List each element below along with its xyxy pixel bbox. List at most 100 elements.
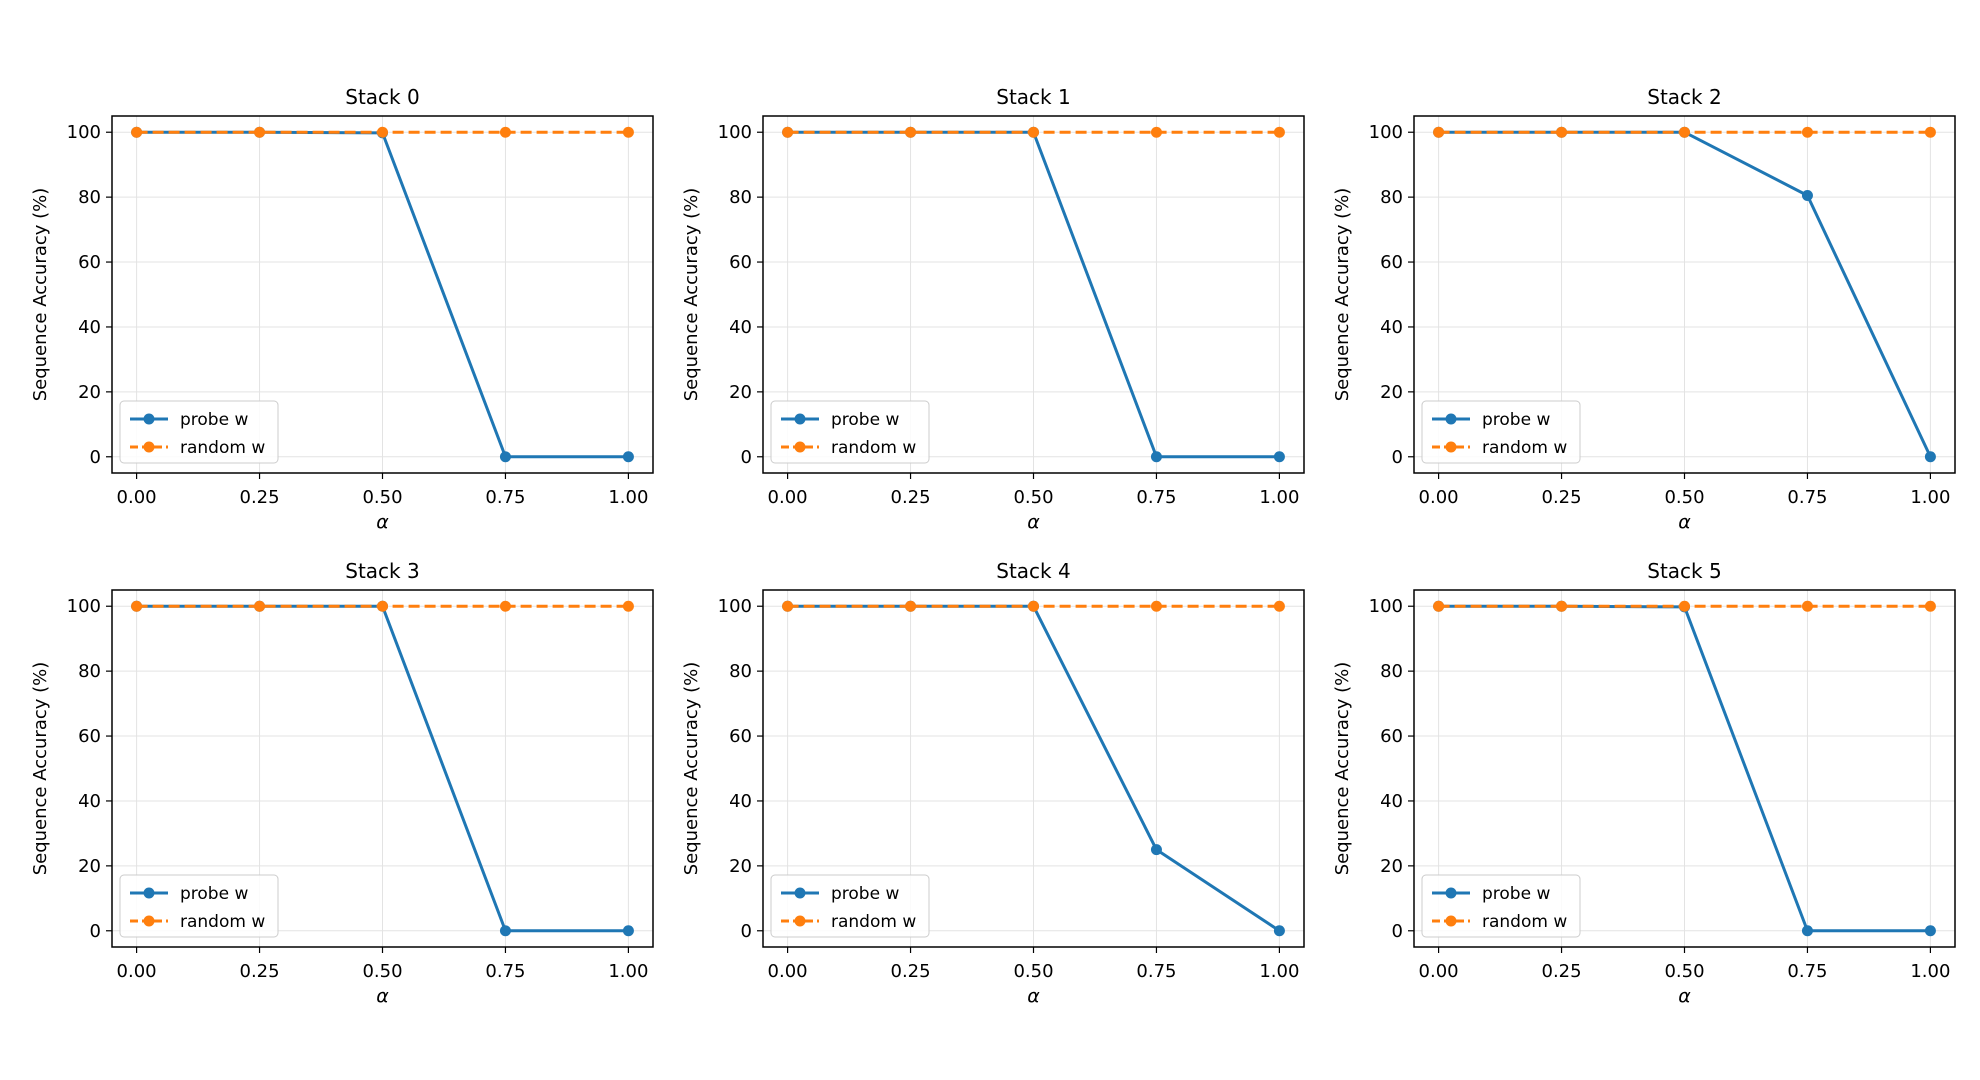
legend-swatch-marker xyxy=(794,441,806,453)
data-point xyxy=(1924,600,1936,612)
x-tick-label: 0.00 xyxy=(117,961,157,982)
legend-swatch-marker xyxy=(1445,441,1457,453)
y-tick-label: 20 xyxy=(78,856,101,877)
subplot-5: Stack 5 0.00 0.25 0.50 0.75 1.00 0 20 40 60 80 100 α… xyxy=(1332,559,1956,1007)
legend-label: random w xyxy=(1482,438,1567,458)
x-tick-label: 0.50 xyxy=(362,961,402,982)
x-tick-label: 0.75 xyxy=(485,487,525,508)
x-tick-label: 0.00 xyxy=(768,961,808,982)
y-tick-label: 20 xyxy=(1380,382,1403,403)
x-axis-label: α xyxy=(1027,511,1040,533)
subplot-3: Stack 3 0.00 0.25 0.50 0.75 1.00 0 20 40 60 80 100 α… xyxy=(30,559,654,1007)
legend-swatch-marker xyxy=(794,413,806,425)
x-tick-label: 0.75 xyxy=(1136,487,1176,508)
data-point xyxy=(1273,600,1285,612)
legend-swatch-marker xyxy=(143,413,155,425)
data-point xyxy=(782,600,794,612)
y-tick-label: 80 xyxy=(1380,661,1403,682)
y-tick-label: 40 xyxy=(78,317,101,338)
x-tick-label: 1.00 xyxy=(1259,961,1299,982)
x-tick-label: 0.25 xyxy=(891,961,931,982)
y-tick-label: 60 xyxy=(1380,252,1403,273)
legend-label: probe w xyxy=(831,884,899,904)
y-tick-label: 60 xyxy=(1380,726,1403,747)
data-point xyxy=(499,600,511,612)
y-tick-label: 100 xyxy=(1369,596,1403,617)
legend-swatch-marker xyxy=(1445,915,1457,927)
y-tick-label: 0 xyxy=(1392,447,1403,468)
legend-swatch-marker xyxy=(794,887,806,899)
x-tick-label: 0.25 xyxy=(1542,487,1582,508)
subplot-title: Stack 1 xyxy=(996,85,1070,109)
data-point xyxy=(499,126,511,138)
legend-label: probe w xyxy=(180,410,248,430)
y-tick-label: 100 xyxy=(1369,122,1403,143)
data-point xyxy=(1924,126,1936,138)
y-tick-label: 40 xyxy=(729,317,752,338)
legend-label: probe w xyxy=(1482,884,1550,904)
x-tick-label: 0.25 xyxy=(1542,961,1582,982)
subplot-1: Stack 1 0.00 0.25 0.50 0.75 1.00 0 20 40 60 80 100 α… xyxy=(681,85,1305,533)
x-tick-label: 0.00 xyxy=(768,487,808,508)
x-tick-label: 0.75 xyxy=(1787,487,1827,508)
legend-swatch-marker xyxy=(143,441,155,453)
data-point xyxy=(1273,451,1285,463)
data-point xyxy=(1801,126,1813,138)
x-tick-label: 0.75 xyxy=(1787,961,1827,982)
data-point xyxy=(1556,600,1568,612)
data-point xyxy=(905,600,917,612)
data-point xyxy=(1433,600,1445,612)
subplot-title: Stack 0 xyxy=(345,85,419,109)
y-tick-label: 100 xyxy=(718,122,752,143)
y-axis-label: Sequence Accuracy (%) xyxy=(1332,188,1353,402)
x-tick-label: 1.00 xyxy=(608,961,648,982)
y-tick-label: 0 xyxy=(741,921,752,942)
x-tick-label: 1.00 xyxy=(608,487,648,508)
data-point xyxy=(1028,600,1039,612)
y-tick-label: 60 xyxy=(78,726,101,747)
data-point xyxy=(1028,126,1039,138)
legend-label: probe w xyxy=(180,884,248,904)
data-point xyxy=(1150,600,1162,612)
x-tick-label: 0.75 xyxy=(1136,961,1176,982)
x-tick-label: 1.00 xyxy=(1259,487,1299,508)
y-tick-label: 40 xyxy=(1380,791,1403,812)
legend-swatch-marker xyxy=(794,915,806,927)
data-point xyxy=(1150,126,1162,138)
legend-label: random w xyxy=(1482,912,1567,932)
data-point xyxy=(1924,451,1936,463)
legend-label: probe w xyxy=(831,410,899,430)
data-point xyxy=(1273,126,1285,138)
y-tick-label: 40 xyxy=(1380,317,1403,338)
subplot-title: Stack 5 xyxy=(1647,559,1721,583)
data-point xyxy=(377,600,388,612)
plot-frame xyxy=(111,589,654,948)
plot-frame xyxy=(1413,115,1956,474)
data-point xyxy=(1150,844,1162,856)
x-tick-label: 0.50 xyxy=(1013,487,1053,508)
data-point xyxy=(1801,925,1813,937)
legend-label: probe w xyxy=(1482,410,1550,430)
data-point xyxy=(1433,126,1445,138)
x-tick-label: 0.50 xyxy=(1664,487,1704,508)
data-point xyxy=(499,451,511,463)
y-tick-label: 80 xyxy=(729,187,752,208)
y-tick-label: 40 xyxy=(78,791,101,812)
data-point xyxy=(499,925,511,937)
y-axis-label: Sequence Accuracy (%) xyxy=(681,662,702,876)
y-tick-label: 0 xyxy=(90,447,101,468)
y-tick-label: 60 xyxy=(78,252,101,273)
data-point xyxy=(1924,925,1936,937)
plot-frame xyxy=(1413,589,1956,948)
x-tick-label: 0.50 xyxy=(362,487,402,508)
legend-label: random w xyxy=(831,912,916,932)
data-point xyxy=(782,126,794,138)
y-axis-label: Sequence Accuracy (%) xyxy=(1332,662,1353,876)
y-tick-label: 20 xyxy=(1380,856,1403,877)
x-tick-label: 0.25 xyxy=(240,487,280,508)
y-tick-label: 80 xyxy=(1380,187,1403,208)
y-tick-label: 0 xyxy=(741,447,752,468)
x-axis-label: α xyxy=(376,985,389,1007)
x-tick-label: 0.00 xyxy=(117,487,157,508)
